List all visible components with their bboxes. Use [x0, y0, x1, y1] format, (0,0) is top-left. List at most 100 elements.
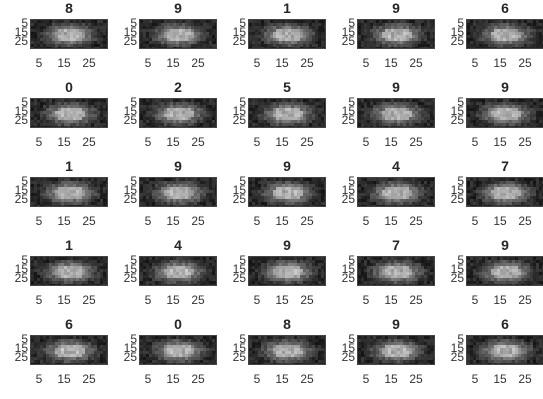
grayscale-image — [357, 98, 435, 128]
grayscale-image — [248, 98, 326, 128]
x-tick-label: 5 — [35, 214, 43, 228]
subplot-panel: 5 5 15 25 5 15 25 — [218, 79, 326, 157]
y-tick-label: 5 — [130, 253, 137, 267]
x-tick-label: 25 — [300, 135, 314, 149]
x-tick-label: 25 — [191, 135, 205, 149]
grayscale-image — [248, 19, 326, 49]
x-tick-label: 15 — [166, 372, 180, 386]
subplot-title: 1 — [283, 0, 291, 16]
subplot-panel: 9 5 15 25 5 15 25 — [327, 316, 435, 394]
x-tick-label: 5 — [253, 56, 261, 70]
y-tick-label: 5 — [21, 95, 28, 109]
y-tick-label: 5 — [239, 332, 246, 346]
y-tick-label: 25 — [123, 192, 137, 206]
y-tick-label: 15 — [232, 104, 246, 118]
y-tick-label: 15 — [450, 25, 464, 39]
y-tick-label: 15 — [232, 25, 246, 39]
y-tick-label: 5 — [239, 174, 246, 188]
x-tick-label: 25 — [409, 56, 423, 70]
x-tick-label: 5 — [362, 293, 370, 307]
y-tick-label: 5 — [348, 95, 355, 109]
subplot-title: 0 — [65, 79, 73, 95]
y-tick-label: 5 — [130, 95, 137, 109]
grayscale-image — [357, 19, 435, 49]
subplot-title: 1 — [65, 158, 73, 174]
subplot-panel: 4 5 15 25 5 15 25 — [327, 158, 435, 236]
subplot-panel: 1 5 15 25 5 15 25 — [218, 0, 326, 78]
x-tick-label: 25 — [409, 372, 423, 386]
x-tick-label: 25 — [300, 293, 314, 307]
y-tick-label: 5 — [457, 16, 464, 30]
subplot-title: 9 — [283, 158, 291, 174]
x-tick-label: 15 — [384, 372, 398, 386]
subplot-panel: 1 5 15 25 5 15 25 — [0, 158, 108, 236]
y-tick-label: 25 — [14, 34, 28, 48]
y-tick-label: 25 — [341, 34, 355, 48]
subplot-panel: 9 5 15 25 5 15 25 — [109, 0, 217, 78]
x-tick-label: 15 — [57, 56, 71, 70]
subplot-panel: 1 5 15 25 5 15 25 — [0, 237, 108, 315]
y-tick-label: 25 — [14, 192, 28, 206]
subplot-title: 9 — [174, 158, 182, 174]
y-tick-label: 25 — [123, 113, 137, 127]
subplot-panel: 9 5 15 25 5 15 25 — [327, 79, 435, 157]
y-tick-label: 5 — [239, 16, 246, 30]
x-tick-label: 5 — [253, 135, 261, 149]
x-tick-label: 25 — [300, 214, 314, 228]
y-tick-label: 5 — [21, 16, 28, 30]
x-tick-label: 25 — [409, 214, 423, 228]
x-tick-label: 25 — [300, 56, 314, 70]
y-tick-label: 25 — [232, 192, 246, 206]
subplot-panel: 6 5 15 25 5 15 25 — [0, 316, 108, 394]
subplot-panel: 6 5 15 25 5 15 25 — [436, 316, 543, 394]
y-tick-label: 25 — [232, 271, 246, 285]
subplot-title: 5 — [283, 79, 291, 95]
subplot-panel: 7 5 15 25 5 15 25 — [327, 237, 435, 315]
x-tick-label: 15 — [275, 135, 289, 149]
grayscale-image — [30, 177, 108, 207]
y-tick-label: 25 — [14, 350, 28, 364]
x-tick-label: 25 — [82, 293, 96, 307]
x-tick-label: 15 — [166, 293, 180, 307]
y-tick-label: 5 — [457, 95, 464, 109]
subplot-title: 6 — [501, 0, 509, 16]
grayscale-image — [357, 335, 435, 365]
subplot-panel: 6 5 15 25 5 15 25 — [436, 0, 543, 78]
subplot-title: 9 — [392, 0, 400, 16]
x-tick-label: 25 — [518, 372, 532, 386]
x-tick-label: 15 — [275, 214, 289, 228]
y-tick-label: 15 — [341, 183, 355, 197]
subplot-title: 6 — [65, 316, 73, 332]
subplot-panel: 9 5 15 25 5 15 25 — [327, 0, 435, 78]
y-tick-label: 15 — [232, 341, 246, 355]
grayscale-image — [466, 335, 543, 365]
y-tick-label: 25 — [341, 192, 355, 206]
y-tick-label: 15 — [341, 341, 355, 355]
y-tick-label: 25 — [341, 350, 355, 364]
grayscale-image — [139, 177, 217, 207]
x-tick-label: 25 — [518, 56, 532, 70]
subplot-panel: 7 5 15 25 5 15 25 — [436, 158, 543, 236]
subplot-title: 7 — [392, 237, 400, 253]
subplot-title: 9 — [283, 237, 291, 253]
y-tick-label: 25 — [341, 113, 355, 127]
grayscale-image — [30, 98, 108, 128]
y-tick-label: 15 — [14, 104, 28, 118]
x-tick-label: 25 — [82, 56, 96, 70]
grayscale-image — [357, 177, 435, 207]
y-tick-label: 5 — [130, 332, 137, 346]
subplot-panel: 9 5 15 25 5 15 25 — [218, 237, 326, 315]
x-tick-label: 5 — [471, 293, 479, 307]
x-tick-label: 15 — [275, 56, 289, 70]
x-tick-label: 15 — [275, 372, 289, 386]
x-tick-label: 5 — [362, 56, 370, 70]
x-tick-label: 5 — [253, 293, 261, 307]
x-tick-label: 15 — [493, 56, 507, 70]
y-tick-label: 5 — [21, 332, 28, 346]
y-tick-label: 25 — [14, 271, 28, 285]
subplot-title: 9 — [392, 316, 400, 332]
y-tick-label: 15 — [14, 341, 28, 355]
x-tick-label: 15 — [166, 56, 180, 70]
y-tick-label: 15 — [341, 104, 355, 118]
y-tick-label: 15 — [341, 25, 355, 39]
